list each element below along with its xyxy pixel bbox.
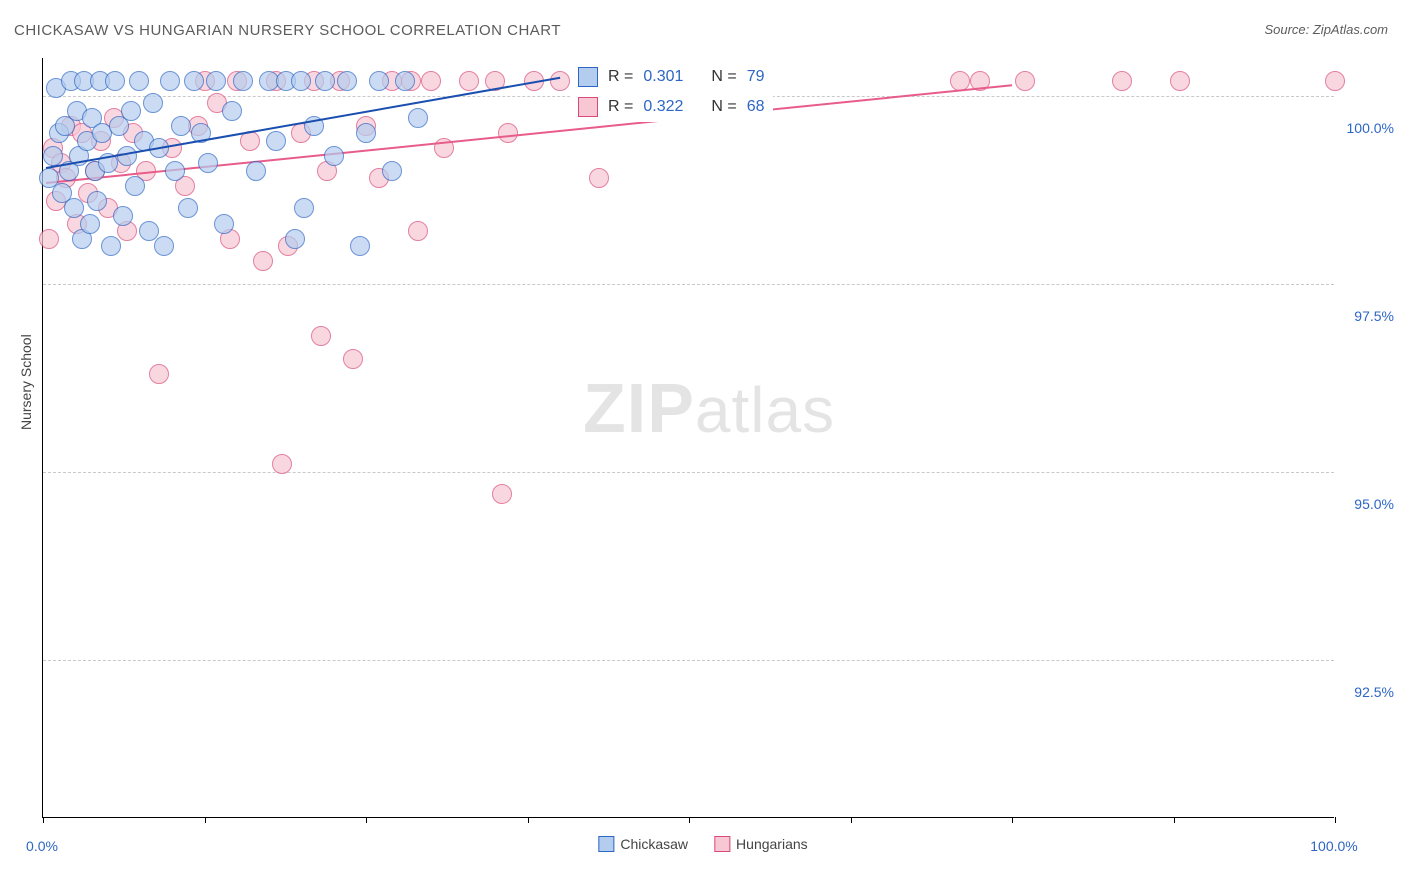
legend-item-chickasaw: Chickasaw xyxy=(598,836,688,852)
chickasaw-point xyxy=(337,71,357,91)
gridline xyxy=(43,660,1334,661)
chickasaw-point xyxy=(324,146,344,166)
chickasaw-point xyxy=(160,71,180,91)
legend-label: Hungarians xyxy=(736,836,808,852)
chickasaw-point xyxy=(214,214,234,234)
chickasaw-point xyxy=(184,71,204,91)
hungarians-point xyxy=(253,251,273,271)
chickasaw-point xyxy=(222,101,242,121)
hungarians-point xyxy=(1112,71,1132,91)
chickasaw-point xyxy=(121,101,141,121)
chickasaw-point xyxy=(285,229,305,249)
n-label: N = xyxy=(711,63,736,91)
stats-row: R = 0.301 N = 79 xyxy=(570,62,773,92)
chickasaw-point xyxy=(113,206,133,226)
legend-swatch xyxy=(598,836,614,852)
y-tick-label: 92.5% xyxy=(1354,684,1394,700)
r-value: 0.322 xyxy=(643,93,683,121)
y-tick-label: 95.0% xyxy=(1354,496,1394,512)
legend-item-hungarians: Hungarians xyxy=(714,836,808,852)
x-tick-label: 0.0% xyxy=(26,838,58,854)
stats-row: R = 0.322 N = 68 xyxy=(570,92,773,122)
n-value: 68 xyxy=(747,93,765,121)
gridline xyxy=(43,472,1334,473)
r-label: R = xyxy=(608,93,633,121)
chickasaw-point xyxy=(87,191,107,211)
chickasaw-point xyxy=(291,71,311,91)
hungarians-point xyxy=(311,326,331,346)
y-tick-label: 97.5% xyxy=(1354,308,1394,324)
x-tick xyxy=(1335,817,1336,823)
x-tick xyxy=(528,817,529,823)
series-swatch xyxy=(578,67,598,87)
n-value: 79 xyxy=(747,63,765,91)
chickasaw-point xyxy=(294,198,314,218)
legend-label: Chickasaw xyxy=(620,836,688,852)
hungarians-point xyxy=(39,229,59,249)
x-tick-label: 100.0% xyxy=(1310,838,1357,854)
chickasaw-point xyxy=(80,214,100,234)
correlation-chart: CHICKASAW VS HUNGARIAN NURSERY SCHOOL CO… xyxy=(0,0,1406,892)
chickasaw-point xyxy=(101,236,121,256)
correlation-stats-box: R = 0.301 N = 79 R = 0.322 N = 68 xyxy=(570,62,773,122)
hungarians-point xyxy=(498,123,518,143)
chart-title: CHICKASAW VS HUNGARIAN NURSERY SCHOOL CO… xyxy=(14,22,561,39)
y-tick-label: 100.0% xyxy=(1347,120,1394,136)
hungarians-point xyxy=(950,71,970,91)
chickasaw-point xyxy=(154,236,174,256)
r-value: 0.301 xyxy=(643,63,683,91)
hungarians-point xyxy=(149,364,169,384)
chickasaw-point xyxy=(206,71,226,91)
hungarians-point xyxy=(421,71,441,91)
hungarians-point xyxy=(343,349,363,369)
x-tick xyxy=(366,817,367,823)
x-tick xyxy=(1012,817,1013,823)
watermark: ZIPatlas xyxy=(583,368,835,448)
chickasaw-point xyxy=(356,123,376,143)
chickasaw-point xyxy=(43,146,63,166)
n-label: N = xyxy=(711,93,736,121)
hungarians-point xyxy=(550,71,570,91)
hungarians-point xyxy=(1170,71,1190,91)
r-label: R = xyxy=(608,63,633,91)
x-tick xyxy=(1174,817,1175,823)
chickasaw-point xyxy=(408,108,428,128)
chickasaw-point xyxy=(315,71,335,91)
chickasaw-point xyxy=(143,93,163,113)
x-tick xyxy=(851,817,852,823)
chickasaw-point xyxy=(64,198,84,218)
hungarians-point xyxy=(1325,71,1345,91)
chickasaw-point xyxy=(266,131,286,151)
plot-area: ZIPatlas xyxy=(42,58,1334,818)
hungarians-point xyxy=(589,168,609,188)
x-tick xyxy=(43,817,44,823)
hungarians-point xyxy=(459,71,479,91)
gridline xyxy=(43,284,1334,285)
chickasaw-point xyxy=(395,71,415,91)
chickasaw-point xyxy=(139,221,159,241)
chickasaw-point xyxy=(198,153,218,173)
legend: Chickasaw Hungarians xyxy=(598,836,807,852)
hungarians-point xyxy=(1015,71,1035,91)
series-swatch xyxy=(578,97,598,117)
x-tick xyxy=(689,817,690,823)
chickasaw-point xyxy=(350,236,370,256)
source-attribution: Source: ZipAtlas.com xyxy=(1264,22,1388,37)
chickasaw-point xyxy=(105,71,125,91)
chickasaw-point xyxy=(369,71,389,91)
chickasaw-point xyxy=(382,161,402,181)
legend-swatch xyxy=(714,836,730,852)
chickasaw-point xyxy=(178,198,198,218)
chickasaw-point xyxy=(233,71,253,91)
hungarians-point xyxy=(272,454,292,474)
chickasaw-point xyxy=(171,116,191,136)
chickasaw-point xyxy=(246,161,266,181)
hungarians-point xyxy=(408,221,428,241)
hungarians-point xyxy=(492,484,512,504)
y-axis-label: Nursery School xyxy=(18,334,34,430)
chickasaw-point xyxy=(125,176,145,196)
chickasaw-point xyxy=(129,71,149,91)
chickasaw-point xyxy=(165,161,185,181)
x-tick xyxy=(205,817,206,823)
